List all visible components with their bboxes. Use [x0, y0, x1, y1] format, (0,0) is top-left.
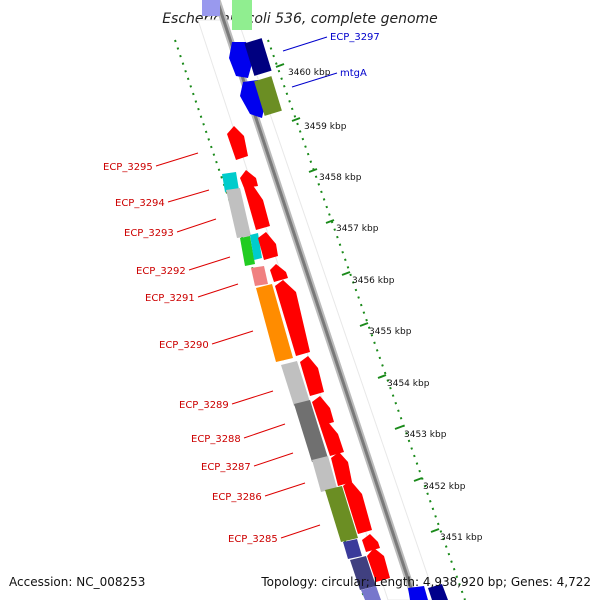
kbp-tick-label: 3459 kbp: [304, 122, 347, 132]
gene-ecp-3288[interactable]: [294, 400, 328, 462]
kbp-tick-label: 3460 kbp: [288, 68, 331, 78]
gene-ecp-3287[interactable]: [312, 456, 337, 492]
gene-arrow[interactable]: [320, 422, 344, 456]
gene-label-ecp-3291[interactable]: ECP_3291: [145, 293, 195, 304]
gene-label-ecp-3286[interactable]: ECP_3286: [212, 492, 262, 503]
gene-label-ecp-3287[interactable]: ECP_3287: [201, 462, 251, 473]
bottom-genes: [408, 584, 448, 600]
genome-summary-text: Topology: circular; Length: 4,938,920 bp…: [260, 575, 591, 589]
gene-arrow[interactable]: [270, 264, 288, 282]
forward-genes: [227, 126, 390, 582]
gene-label-ecp-3290[interactable]: ECP_3290: [159, 340, 209, 351]
kbp-tick-label: 3451 kbp: [440, 533, 483, 543]
kbp-tick-label: 3454 kbp: [387, 379, 430, 389]
gene-ecp-3285[interactable]: [343, 539, 362, 559]
gene-arrow[interactable]: [275, 280, 310, 356]
right-labels: ECP_3297 mtgA: [282, 32, 380, 88]
gene-ecp-3291[interactable]: [251, 266, 268, 286]
left-leader-lines: [155, 152, 321, 539]
gene-label-mtgA[interactable]: mtgA: [340, 68, 367, 79]
gene-arrow[interactable]: [343, 480, 372, 534]
gene-block[interactable]: [232, 0, 252, 30]
gene-label-ecp-3293[interactable]: ECP_3293: [124, 228, 174, 239]
gene-arrow[interactable]: [300, 356, 324, 396]
gene-block[interactable]: [244, 38, 272, 76]
kbp-tick-label: 3455 kbp: [369, 327, 412, 337]
kbp-tick-label: 3457 kbp: [336, 224, 379, 234]
gene-label-ecp-3289[interactable]: ECP_3289: [179, 400, 229, 411]
gene-arrow[interactable]: [331, 452, 352, 486]
gene-block[interactable]: [428, 584, 448, 600]
gene-arrow[interactable]: [362, 534, 380, 552]
leader-mtgA: [291, 72, 338, 88]
gene-ecp-3292[interactable]: [240, 236, 255, 266]
gene-label-ecp-3297[interactable]: ECP_3297: [330, 32, 380, 43]
gene-ecp-3294[interactable]: [222, 172, 239, 192]
gene-ecp-3289[interactable]: [281, 361, 310, 406]
gene-label-ecp-3285[interactable]: ECP_3285: [228, 534, 278, 545]
kbp-tick-label: 3453 kbp: [404, 430, 447, 440]
leader-ecp-3297: [282, 36, 328, 52]
gene-arrow[interactable]: [240, 170, 258, 188]
gene-label-ecp-3295[interactable]: ECP_3295: [103, 162, 153, 173]
gene-arrow[interactable]: [244, 184, 270, 230]
gene-arrow[interactable]: [258, 232, 278, 260]
gene-arrow[interactable]: [312, 396, 334, 426]
gene-ecp-3290[interactable]: [256, 284, 293, 362]
kbp-tick-marks: [275, 63, 440, 533]
gene-label-ecp-3292[interactable]: ECP_3292: [136, 266, 186, 277]
gene-ecp-3286[interactable]: [325, 486, 358, 542]
kbp-tick-label: 3456 kbp: [352, 276, 395, 286]
gene-block[interactable]: [202, 0, 220, 16]
gene-label-ecp-3294[interactable]: ECP_3294: [115, 198, 165, 209]
gene-label-ecp-3288[interactable]: ECP_3288: [191, 434, 241, 445]
gene-ecp-3293[interactable]: [226, 188, 251, 238]
kbp-tick-label: 3452 kbp: [423, 482, 466, 492]
top-genes: [202, 0, 282, 118]
accession-text: Accession: NC_008253: [9, 575, 145, 589]
left-track-genes: [222, 172, 381, 600]
gene-arrow-ecp-3295[interactable]: [227, 126, 248, 160]
gene-block[interactable]: [254, 76, 282, 116]
outer-ruler-right: [267, 39, 466, 600]
kbp-ticks: 3460 kbp 3459 kbp 3458 kbp 3457 kbp 3456…: [288, 68, 483, 543]
gene-arrow[interactable]: [408, 586, 428, 600]
kbp-tick-label: 3458 kbp: [319, 173, 362, 183]
left-labels: ECP_3295 ECP_3294 ECP_3293 ECP_3292 ECP_…: [103, 162, 278, 545]
gene-block[interactable]: [350, 556, 376, 590]
gene-arrow[interactable]: [367, 548, 390, 582]
gene-block[interactable]: [361, 586, 381, 600]
